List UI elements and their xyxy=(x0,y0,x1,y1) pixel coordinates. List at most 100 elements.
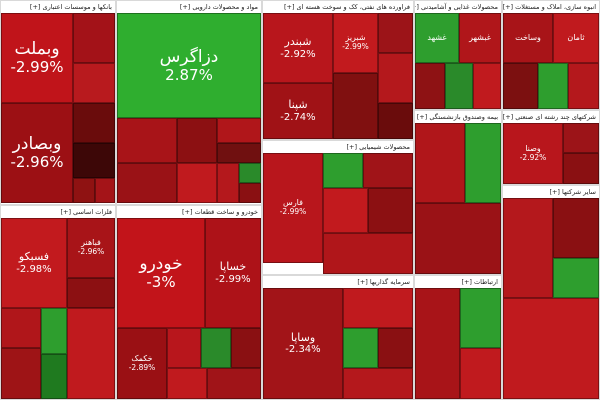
stock-tile[interactable]: وصنا -2.92% xyxy=(503,123,563,184)
stock-change: -2.92% xyxy=(280,48,316,60)
stock-tile[interactable] xyxy=(239,163,261,183)
stock-tile[interactable]: غبشهر xyxy=(459,13,501,63)
stock-tile[interactable] xyxy=(239,183,261,203)
stock-change: -3% xyxy=(146,273,176,292)
sector-header-engineering[interactable]: انبوه سازی، املاک و مستغلات [+] xyxy=(503,1,599,13)
stock-tile[interactable] xyxy=(538,63,568,109)
stock-tile[interactable] xyxy=(323,233,413,274)
stock-tile[interactable]: وبصادر -2.96% xyxy=(1,103,73,203)
stock-tile[interactable]: دزاگرس 2.87% xyxy=(117,13,261,118)
stock-tile[interactable] xyxy=(465,123,501,203)
stock-tile[interactable] xyxy=(177,118,217,163)
stock-tile[interactable] xyxy=(378,103,413,139)
sector-header-refinery[interactable]: فراورده های نفتی، کک و سوخت هسته ای [+] xyxy=(263,1,413,13)
sector-multi: شرکتهای چند رشته ای صنعتی [+] وصنا -2.92% xyxy=(502,110,600,185)
stock-tile[interactable] xyxy=(368,188,413,233)
stock-tile[interactable]: شبندر -2.92% xyxy=(263,13,333,83)
stock-tile[interactable]: خساپا -2.99% xyxy=(205,218,261,328)
sector-engineering: انبوه سازی، املاک و مستغلات [+] وساخت ثاما… xyxy=(502,0,600,110)
stock-tile[interactable]: فارس -2.99% xyxy=(263,153,323,263)
stock-tile[interactable]: وساپا -2.34% xyxy=(263,288,343,399)
sector-header-food[interactable]: محصولات غذایی و آشامیدنی [+] xyxy=(415,1,501,13)
stock-tile[interactable]: فجهان xyxy=(1,308,41,348)
stock-tile[interactable] xyxy=(323,188,368,233)
stock-tile[interactable] xyxy=(415,63,445,109)
stock-tile[interactable] xyxy=(415,123,465,203)
stock-tile[interactable] xyxy=(378,53,413,103)
sector-header-banks[interactable]: بانکها و موسسات اعتباری [+] xyxy=(1,1,115,13)
stock-tile[interactable] xyxy=(460,348,501,399)
stock-tile[interactable] xyxy=(553,198,599,258)
stock-tile[interactable] xyxy=(177,163,217,203)
stock-tile[interactable] xyxy=(73,178,95,203)
sector-banking_misc: بیمه وصندوق بازنشستگی [+] xyxy=(414,110,502,275)
stock-tile[interactable] xyxy=(563,153,599,184)
sector-header-services[interactable]: سایر شرکتها [+] xyxy=(503,186,599,198)
stock-tile[interactable] xyxy=(217,143,261,163)
stock-tile[interactable] xyxy=(415,203,501,274)
stock-tile[interactable]: فسرو xyxy=(67,308,115,399)
stock-tile[interactable] xyxy=(167,368,207,399)
stock-tile[interactable]: شپنا -2.74% xyxy=(263,83,333,139)
sector-header-pharma[interactable]: مواد و محصولات دارویی [+] xyxy=(117,1,261,13)
stock-symbol: شپنا xyxy=(288,98,308,112)
stock-tile[interactable]: شیراز xyxy=(363,153,413,188)
stock-tile[interactable]: شراز xyxy=(378,13,413,53)
stock-tile[interactable]: دجابر xyxy=(117,163,177,203)
stock-tile[interactable]: خپارس xyxy=(167,328,201,368)
stock-tile[interactable]: فسبکو -2.98% xyxy=(1,218,67,308)
stock-tile[interactable]: خنور xyxy=(207,368,261,399)
stock-tile[interactable] xyxy=(553,258,599,298)
stock-tile[interactable] xyxy=(73,143,115,178)
stock-tile[interactable] xyxy=(117,118,177,163)
sector-header-chemicals[interactable]: محصولات شیمیایی [+] xyxy=(263,141,413,153)
stock-tile[interactable] xyxy=(343,368,413,399)
stock-tile[interactable] xyxy=(460,288,501,348)
sector-header-invest[interactable]: سرمایه گذاریها [+] xyxy=(263,276,413,288)
stock-tile[interactable] xyxy=(343,328,378,368)
sector-chemicals: محصولات شیمیایی [+]فارس-2.99%شپدیسشیراز xyxy=(262,140,414,275)
sector-header-metals[interactable]: فلزات اساسی [+] xyxy=(1,206,115,218)
stock-tile[interactable]: خودرو -3% xyxy=(117,218,205,328)
stock-tile[interactable]: وبملت -2.99% xyxy=(1,13,73,103)
stock-tile[interactable] xyxy=(73,13,115,63)
sector-header-multi[interactable]: شرکتهای چند رشته ای صنعتی [+] xyxy=(503,111,599,123)
stock-tile[interactable] xyxy=(563,123,599,153)
stock-tile[interactable] xyxy=(445,63,473,109)
stock-tile[interactable]: شبریز -2.99% xyxy=(333,13,378,73)
stock-tile[interactable] xyxy=(231,328,261,368)
sector-header-telecom[interactable]: ارتباطات [+] xyxy=(415,276,501,288)
stock-symbol: وبملت xyxy=(14,39,60,60)
stock-tile[interactable] xyxy=(41,354,67,399)
stock-tile[interactable]: ثامان xyxy=(553,13,599,63)
sector-telecom: ارتباطات [+]اخابر xyxy=(414,275,502,400)
stock-tile[interactable] xyxy=(473,63,501,109)
stock-tile[interactable]: شپدیس xyxy=(323,153,363,188)
stock-tile[interactable] xyxy=(378,328,413,368)
stock-tile[interactable]: فسپا xyxy=(41,308,67,354)
stock-tile[interactable]: فباهنر -2.96% xyxy=(67,218,115,278)
stock-tile[interactable] xyxy=(73,103,115,143)
sector-header-banking_misc[interactable]: بیمه وصندوق بازنشستگی [+] xyxy=(415,111,501,123)
stock-tile[interactable]: فخوز xyxy=(67,278,115,308)
stock-tile[interactable] xyxy=(217,163,239,203)
stock-tile[interactable]: وساخت xyxy=(503,13,553,63)
stock-tile[interactable]: اخابر xyxy=(415,288,460,399)
stock-tile[interactable]: خکمک -2.89% xyxy=(117,328,167,399)
stock-tile[interactable] xyxy=(503,63,538,109)
stock-tile[interactable] xyxy=(201,328,231,368)
stock-tile[interactable] xyxy=(217,118,261,143)
stock-tile[interactable]: وصندوق xyxy=(343,288,413,328)
stock-tile[interactable]: فاسمین xyxy=(1,348,41,399)
stock-change: -2.99% xyxy=(342,42,369,52)
stock-tile[interactable]: وسینا xyxy=(95,178,115,203)
sector-header-auto[interactable]: خودرو و ساخت قطعات [+] xyxy=(117,206,261,218)
stock-tile[interactable] xyxy=(568,63,599,109)
stock-tile[interactable]: غشهد xyxy=(415,13,459,63)
stock-tile[interactable] xyxy=(503,298,599,399)
stock-tile[interactable] xyxy=(73,63,115,103)
stock-tile[interactable] xyxy=(503,198,553,298)
stock-tile[interactable] xyxy=(333,73,378,139)
